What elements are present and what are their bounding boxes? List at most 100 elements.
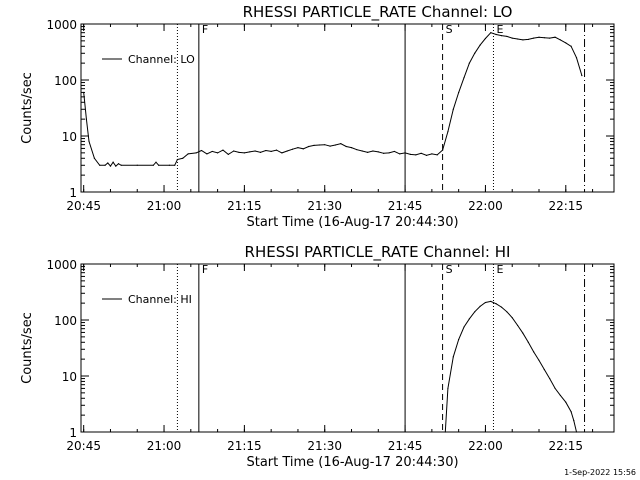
legend-entry: Channel: LO	[128, 53, 195, 66]
data-point	[356, 149, 358, 151]
x-tick-label: 21:00	[147, 439, 182, 453]
data-point	[200, 149, 203, 152]
data-point	[463, 77, 465, 79]
y-tick-label: 10	[62, 130, 77, 144]
data-point	[313, 144, 315, 146]
data-point	[543, 369, 545, 371]
data-point	[324, 144, 326, 146]
data-point	[409, 153, 412, 155]
x-tick-label: 21:15	[227, 199, 262, 213]
data-point	[549, 37, 551, 39]
x-tick-label: 21:45	[388, 199, 423, 213]
data-point	[573, 419, 575, 422]
data-point	[297, 147, 299, 149]
data-point	[112, 161, 114, 163]
data-point	[522, 39, 524, 41]
data-point	[506, 311, 508, 313]
data-point	[399, 153, 401, 155]
data-point	[447, 130, 449, 133]
data-point	[575, 57, 578, 59]
data-point	[431, 153, 433, 155]
y-axis-label: Counts/sec	[20, 72, 35, 144]
data-point	[227, 153, 229, 155]
data-point	[468, 62, 470, 64]
data-point	[495, 303, 497, 305]
data-point	[511, 37, 513, 39]
data-point	[463, 326, 465, 328]
data-point	[383, 152, 385, 154]
data-point	[361, 150, 363, 152]
data-point	[420, 152, 422, 154]
data-point	[570, 411, 572, 413]
legend-entry: Channel: HI	[128, 293, 192, 306]
data-point	[275, 149, 278, 151]
marker-label: F	[202, 23, 208, 36]
data-point	[565, 401, 567, 403]
data-point	[533, 37, 535, 39]
x-tick-label: 20:45	[66, 199, 101, 213]
x-tick-label: 22:00	[468, 439, 503, 453]
data-point	[152, 164, 154, 166]
data-point	[216, 152, 219, 154]
y-tick-label: 1	[69, 426, 77, 440]
data-point	[308, 145, 310, 148]
data-point	[516, 324, 519, 327]
y-tick-label: 100	[54, 314, 77, 328]
data-point	[136, 164, 138, 166]
data-point	[233, 150, 235, 152]
data-point	[441, 149, 444, 151]
x-tick-label: 22:15	[548, 439, 583, 453]
data-point	[93, 157, 95, 159]
data-point	[187, 153, 189, 155]
marker-label: E	[496, 23, 503, 36]
data-point	[474, 52, 476, 54]
data-point	[182, 157, 184, 159]
data-point	[168, 164, 170, 166]
data-point	[468, 318, 470, 320]
data-point	[85, 118, 87, 120]
y-tick-label: 100	[54, 74, 77, 88]
data-point	[484, 37, 487, 40]
data-point	[222, 149, 224, 151]
x-tick-label: 20:45	[66, 439, 101, 453]
data-point	[404, 152, 406, 154]
data-point	[554, 36, 556, 38]
x-axis-label: Start Time (16-Aug-17 20:44:30)	[246, 455, 458, 470]
x-tick-label: 22:00	[468, 199, 503, 213]
data-point	[265, 149, 267, 152]
plot-frame	[80, 23, 615, 193]
data-point	[474, 311, 476, 313]
data-point	[158, 164, 160, 166]
chart-title: RHESSI PARTICLE_RATE Channel: LO	[243, 3, 513, 22]
x-axis-label: Start Time (16-Aug-17 20:44:30)	[246, 215, 458, 230]
data-point	[415, 154, 417, 156]
data-point	[436, 154, 438, 156]
data-point	[366, 151, 369, 153]
data-point	[543, 37, 545, 39]
data-point	[340, 143, 342, 145]
data-point	[109, 165, 112, 167]
data-point	[117, 163, 120, 165]
data-point	[350, 147, 353, 149]
y-tick-label: 1	[69, 186, 77, 200]
data-point	[318, 144, 320, 146]
data-point	[120, 164, 122, 166]
marker-label: S	[446, 23, 453, 36]
data-point	[211, 150, 213, 153]
data-point	[88, 140, 90, 143]
data-point	[393, 150, 395, 153]
marker-label: E	[496, 263, 503, 276]
chart-panel-2: RHESSI PARTICLE_RATE Channel: HI Counts/s…	[20, 243, 615, 470]
data-point	[479, 44, 481, 46]
data-point	[527, 341, 529, 343]
data-point	[270, 150, 272, 153]
data-point	[495, 33, 497, 36]
data-point	[490, 32, 492, 34]
data-point	[559, 394, 562, 397]
data-point	[452, 356, 454, 358]
data-point	[206, 153, 208, 155]
data-point	[291, 148, 294, 150]
data-point	[195, 152, 197, 154]
data-point	[447, 387, 449, 390]
